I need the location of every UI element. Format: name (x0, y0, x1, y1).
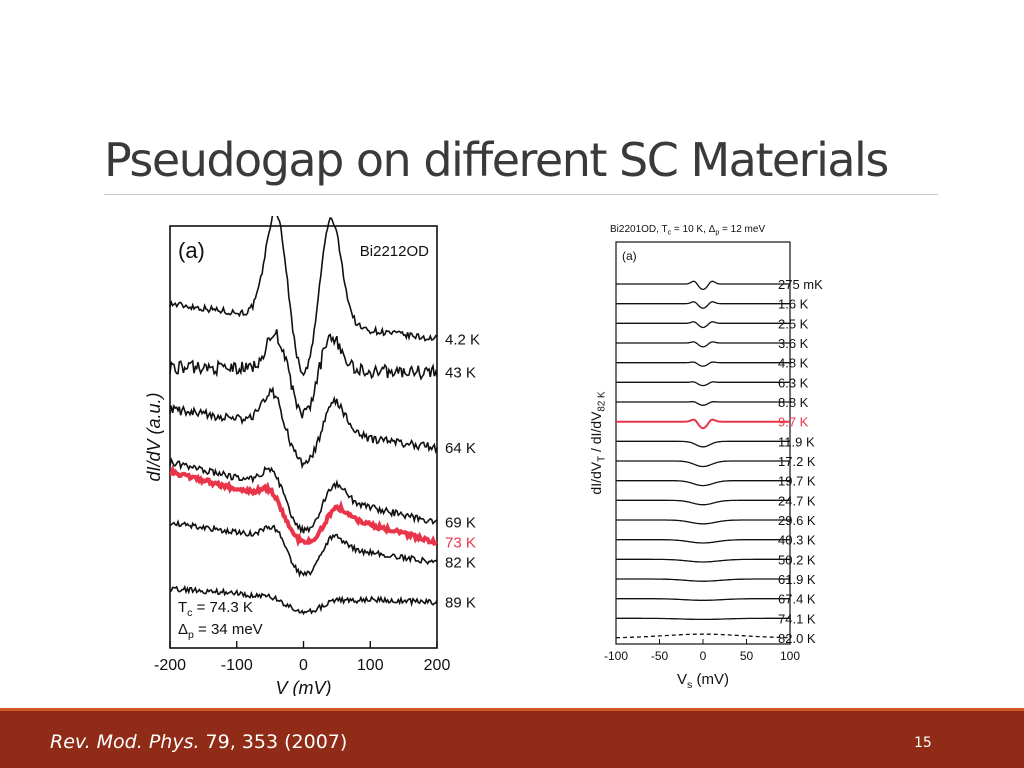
series-label-61-9-k: 61.9 K (778, 572, 816, 587)
x-tick-label: 100 (357, 657, 384, 674)
x-tick-label: 0 (299, 657, 308, 674)
panel-label: (a) (178, 238, 205, 263)
y-axis-label: dI/dVT​ / dI/dV82 K​ (588, 391, 608, 495)
page-number: 15 (914, 735, 932, 751)
trace-19-7-k (616, 480, 790, 487)
series-label-73-k: 73 K (445, 535, 476, 552)
footer-bar (0, 708, 1024, 768)
trace-61-9-k (616, 578, 790, 582)
trace-73-k (169, 464, 438, 548)
series-label-3-6-k: 3.6 K (778, 336, 809, 351)
bi2212-chart: (a) Bi2212OD -200 -100 0 100 200 V (mV) dI/dV (a… (144, 216, 480, 696)
y-axis-label: dI/dV (a.u.) (144, 392, 164, 481)
series-label-24-7-k: 24.7 K (778, 493, 816, 508)
trace-82-k (169, 519, 438, 578)
trace-6-3-k (616, 381, 790, 387)
series-label-43-k: 43 K (445, 365, 476, 382)
trace-43-k (169, 329, 438, 419)
trace-40-3-k (616, 539, 790, 544)
x-tick-label: -100 (604, 649, 628, 663)
trace-67-4-k (616, 598, 790, 601)
trace-11-9-k (616, 440, 790, 448)
reference-citation: Rev. Mod. Phys. 79, 353 (2007) (50, 731, 347, 753)
series-label-69-k: 69 K (445, 515, 476, 532)
series-label-8-8-k: 8.8 K (778, 395, 809, 410)
trace-275-mk (616, 280, 790, 291)
trace-2-5-k (616, 321, 790, 329)
trace-50-2-k (616, 558, 790, 563)
trace-74-1-k (616, 617, 790, 621)
series-label-2-5-k: 2.5 K (778, 316, 809, 331)
series-label-19-7-k: 19.7 K (778, 474, 816, 489)
reference-details: 79, 353 (2007) (199, 731, 348, 753)
x-tick-label: -100 (221, 657, 253, 674)
trace-9-7-k (616, 418, 790, 430)
sample-label: Bi2212OD (360, 243, 429, 260)
x-tick-label: 0 (700, 649, 707, 663)
x-axis-label: V (mV) (276, 678, 332, 696)
annotation-delta: Δp​ = 34 meV (178, 621, 263, 641)
x-tick-label: -50 (651, 649, 669, 663)
trace-17-2-k (616, 460, 790, 468)
trace-89-k (169, 584, 438, 616)
annotation-tc: Tc​ = 74.3 K (178, 599, 253, 619)
trace-4-8-k (616, 361, 790, 367)
x-tick-label: 50 (740, 649, 754, 663)
series-label-29-6-k: 29.6 K (778, 513, 816, 528)
series-label-74-1-k: 74.1 K (778, 611, 816, 626)
slide-title: Pseudogap on different SC Materials (104, 133, 889, 187)
trace-8-8-k (616, 401, 790, 406)
series-label-89-k: 89 K (445, 594, 476, 611)
plot-frame (615, 241, 791, 645)
x-tick-label: -200 (154, 657, 186, 674)
series-label-11-9-k: 11.9 K (778, 434, 815, 449)
trace-4-2-k (169, 216, 438, 377)
footer-accent-line (0, 708, 1024, 711)
trace-3-6-k (616, 341, 790, 348)
reference-journal: Rev. Mod. Phys. (50, 731, 200, 753)
series-label-82-0-k: 82.0 K (778, 631, 816, 646)
trace-64-k (169, 386, 438, 470)
series-label-6-3-k: 6.3 K (778, 375, 809, 390)
trace-29-6-k (616, 519, 790, 525)
series-label-40-3-k: 40.3 K (778, 533, 816, 548)
series-label-64-k: 64 K (445, 440, 476, 457)
series-label-17-2-k: 17.2 K (778, 454, 816, 469)
series-label-9-7-k: 9.7 K (778, 415, 809, 430)
bi2201-chart: Bi2201OD, Tc​ = 10 K, Δp​ = 12 meV (a) -10… (588, 224, 823, 691)
trace-1-6-k (616, 301, 790, 309)
x-axis-label: Vs​ (mV) (677, 671, 729, 691)
series-label-82-k: 82 K (445, 554, 476, 571)
series-label-50-2-k: 50.2 K (778, 552, 816, 567)
trace-82-0-k (616, 633, 790, 639)
series-label-275-mk: 275 mK (778, 277, 823, 292)
plot-frame (169, 225, 438, 649)
x-tick-label: 100 (780, 649, 800, 663)
series-label-4-2-k: 4.2 K (445, 331, 480, 348)
chart-title: Bi2201OD, Tc​ = 10 K, Δp​ = 12 meV (610, 224, 765, 237)
panel-label: (a) (622, 249, 637, 263)
series-label-67-4-k: 67.4 K (778, 592, 816, 607)
series-label-4-8-k: 4.8 K (778, 356, 809, 371)
series-label-1-6-k: 1.6 K (778, 297, 809, 312)
trace-69-k (169, 457, 438, 535)
trace-24-7-k (616, 499, 790, 506)
x-tick-label: 200 (424, 657, 451, 674)
title-divider (104, 194, 938, 195)
